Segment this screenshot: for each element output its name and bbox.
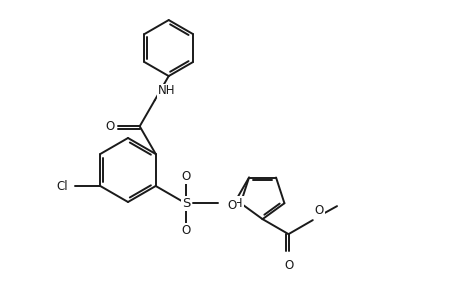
- Text: NH: NH: [225, 197, 243, 210]
- Text: O: O: [283, 259, 292, 272]
- Text: Cl: Cl: [56, 179, 68, 193]
- Text: S: S: [181, 197, 190, 210]
- Text: O: O: [227, 199, 236, 212]
- Text: O: O: [181, 170, 190, 183]
- Text: O: O: [314, 204, 323, 217]
- Text: O: O: [105, 120, 114, 133]
- Text: NH: NH: [157, 84, 175, 97]
- Text: O: O: [181, 224, 190, 237]
